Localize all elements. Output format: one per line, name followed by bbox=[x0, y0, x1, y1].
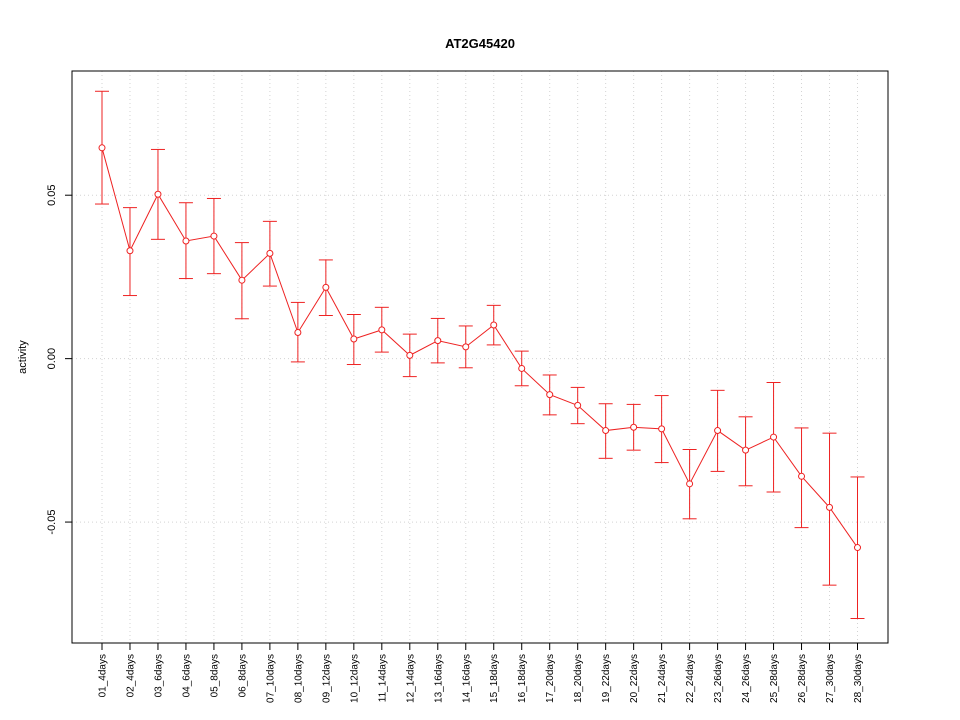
x-tick-label: 21_24days bbox=[657, 654, 668, 703]
y-tick-label: 0.00 bbox=[46, 348, 58, 369]
y-tick-label: -0.05 bbox=[46, 510, 58, 535]
data-point bbox=[126, 247, 134, 255]
data-point bbox=[238, 276, 246, 284]
x-tick-label: 12_14days bbox=[405, 654, 416, 703]
x-tick-label: 18_20days bbox=[573, 654, 584, 703]
data-point bbox=[770, 433, 778, 441]
x-tick-label: 26_28days bbox=[797, 654, 808, 703]
y-axis: -0.05 0.00 0.05 bbox=[46, 184, 72, 535]
data-point bbox=[658, 425, 666, 433]
x-tick-label: 07_10days bbox=[265, 654, 276, 703]
y-axis-label: activity bbox=[17, 340, 29, 374]
data-point bbox=[714, 427, 722, 435]
x-tick-label: 14_16days bbox=[461, 654, 472, 703]
x-tick-label: 08_10days bbox=[293, 654, 304, 703]
x-tick-label: 11_14days bbox=[377, 654, 388, 702]
data-point bbox=[462, 343, 470, 351]
x-tick-label: 25_28days bbox=[769, 654, 780, 703]
x-tick-label: 09_12days bbox=[321, 654, 332, 703]
data-points bbox=[98, 144, 861, 552]
x-tick-label: 06_8days bbox=[237, 654, 248, 697]
data-point bbox=[826, 503, 834, 511]
x-tick-label: 28_30days bbox=[853, 654, 864, 703]
grid bbox=[72, 71, 888, 643]
data-point bbox=[182, 237, 190, 245]
x-tick-label: 22_24days bbox=[685, 654, 696, 703]
data-point bbox=[210, 232, 218, 240]
x-tick-label: 13_16days bbox=[433, 654, 444, 703]
x-tick-label: 04_6days bbox=[181, 654, 192, 697]
data-point bbox=[154, 190, 162, 198]
x-tick-label: 03_6days bbox=[153, 654, 164, 697]
data-point bbox=[854, 544, 861, 552]
data-point bbox=[798, 472, 806, 480]
data-point bbox=[378, 326, 386, 334]
x-tick-label: 27_30days bbox=[825, 654, 836, 703]
data-point bbox=[350, 335, 358, 343]
plot-frame bbox=[71, 70, 889, 644]
x-tick-label: 23_26days bbox=[713, 654, 724, 703]
x-tick-label: 16_18days bbox=[517, 654, 528, 703]
x-tick-label: 02_4days bbox=[125, 654, 136, 697]
data-point bbox=[630, 423, 638, 431]
data-point bbox=[490, 321, 498, 329]
x-tick-label: 19_22days bbox=[601, 654, 612, 703]
data-point bbox=[294, 328, 302, 336]
series-line bbox=[101, 147, 858, 548]
y-tick-label: 0.05 bbox=[46, 184, 58, 205]
x-tick-label: 20_22days bbox=[629, 654, 640, 703]
data-point bbox=[322, 283, 330, 291]
x-tick-label: 15_18days bbox=[489, 654, 500, 703]
x-tick-label: 01_4days bbox=[98, 654, 109, 697]
x-tick-label: 10_12days bbox=[349, 654, 360, 703]
data-point bbox=[518, 364, 526, 372]
data-point bbox=[574, 401, 582, 409]
data-point bbox=[98, 144, 106, 152]
data-point bbox=[602, 427, 610, 435]
data-point bbox=[266, 249, 274, 257]
x-tick-label: 24_26days bbox=[741, 654, 752, 703]
data-point bbox=[546, 391, 554, 399]
data-point bbox=[406, 351, 414, 359]
data-point bbox=[686, 480, 694, 488]
data-point bbox=[434, 337, 442, 345]
x-tick-label: 17_20days bbox=[545, 654, 556, 703]
error-bars bbox=[95, 90, 865, 619]
chart-title: AT2G45420 bbox=[445, 36, 515, 51]
x-tick-label: 05_8days bbox=[209, 654, 220, 697]
x-axis: 01_4days 02_4days 03_6days 04_6days 05_8days… bbox=[98, 643, 864, 703]
data-point bbox=[742, 446, 750, 454]
